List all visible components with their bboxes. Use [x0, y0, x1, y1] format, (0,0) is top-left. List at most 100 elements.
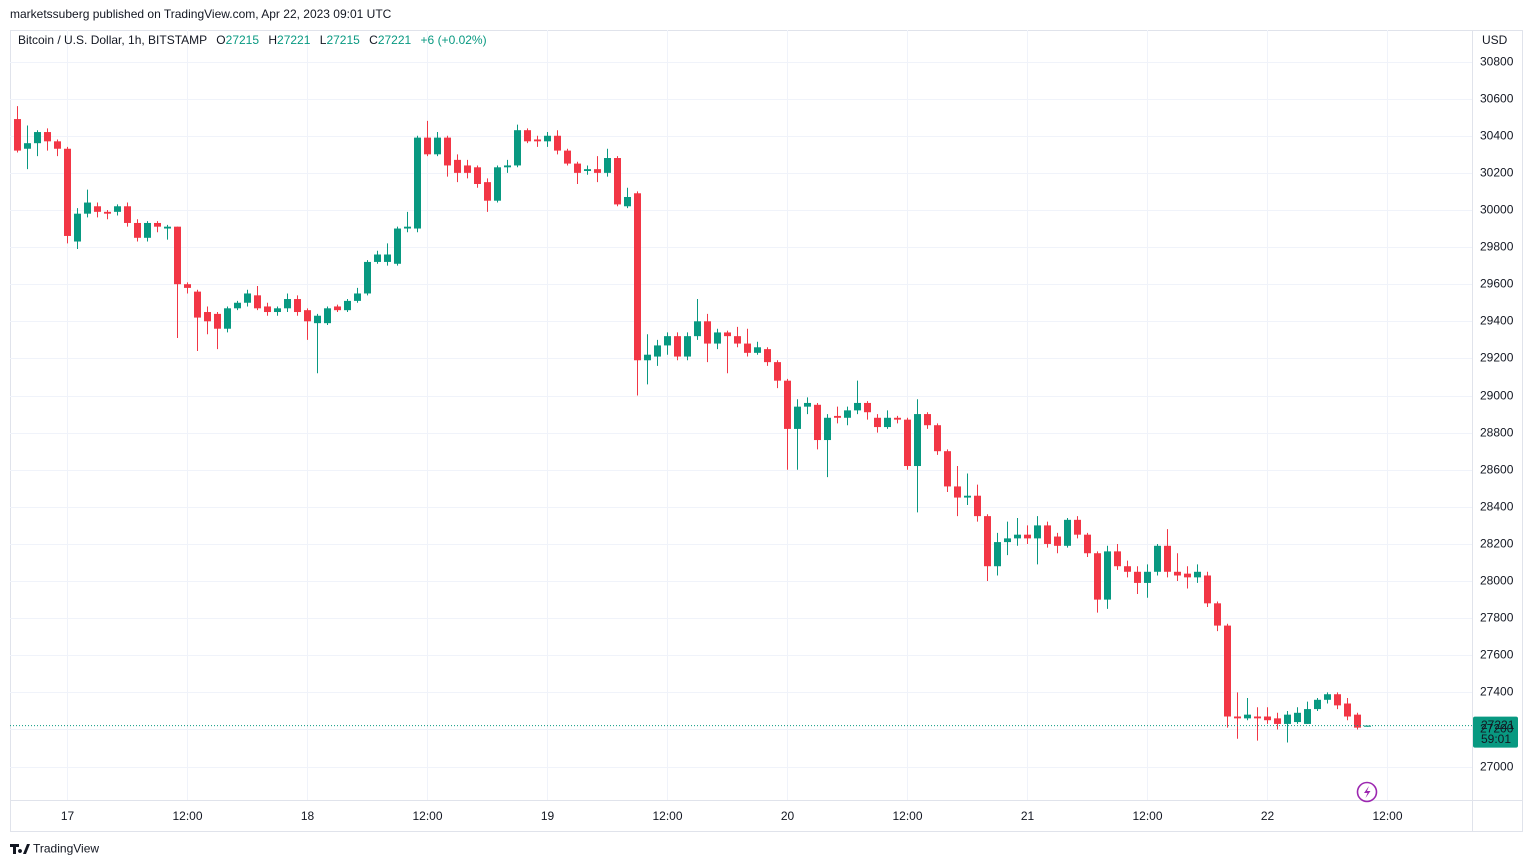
- candle-body: [424, 137, 431, 155]
- candle-body: [354, 293, 361, 301]
- candle-body: [1254, 716, 1261, 719]
- y-tick-label: 28400: [1480, 500, 1514, 514]
- candle-body: [774, 362, 781, 381]
- y-tick-label: 28200: [1480, 537, 1514, 551]
- candle-body: [814, 404, 821, 441]
- candle-body: [1074, 519, 1081, 535]
- candle-body: [34, 132, 41, 144]
- candle-body: [944, 451, 951, 487]
- candle-body: [1154, 545, 1161, 572]
- candle-body: [1354, 714, 1361, 728]
- candle-body: [1004, 538, 1011, 543]
- y-tick-label: 27400: [1480, 685, 1514, 699]
- x-tick-label: 18: [301, 809, 315, 823]
- candle-body: [714, 332, 721, 344]
- candle-body: [834, 415, 841, 418]
- candle-body: [24, 143, 31, 149]
- legend-line: Bitcoin / U.S. Dollar, 1h, BITSTAMP O272…: [18, 33, 487, 47]
- candle-body: [1214, 603, 1221, 626]
- candle-body: [14, 119, 21, 151]
- x-tick-label: 22: [1261, 809, 1275, 823]
- candle-body: [44, 132, 51, 142]
- candle-body: [754, 347, 761, 353]
- y-tick-label: 29600: [1480, 277, 1514, 291]
- candle-body: [94, 206, 101, 212]
- candle-body: [894, 417, 901, 420]
- candle-body: [384, 254, 391, 262]
- candle-body: [394, 228, 401, 264]
- candle-body: [1064, 519, 1071, 546]
- candle-body: [1294, 712, 1301, 723]
- candle-body: [1284, 714, 1291, 724]
- x-tick-label: 20: [781, 809, 795, 823]
- candle-body: [1144, 571, 1151, 583]
- candle-body: [414, 137, 421, 229]
- candle-body: [84, 202, 91, 214]
- candle-body: [604, 158, 611, 173]
- published-note: marketssuberg published on TradingView.c…: [10, 7, 392, 21]
- ohlc-value: 27215: [326, 33, 360, 47]
- candle-body: [864, 402, 871, 413]
- candle-body: [1314, 699, 1321, 710]
- candle-body: [374, 254, 381, 262]
- candle-body: [1164, 545, 1171, 572]
- candle-body: [1304, 709, 1311, 724]
- candle-body: [1334, 694, 1341, 706]
- candle-body: [194, 291, 201, 318]
- candle-body: [654, 345, 661, 357]
- candle-body: [74, 213, 81, 242]
- candle-body: [664, 336, 671, 346]
- candle-body: [954, 486, 961, 498]
- candle-body: [1194, 571, 1201, 578]
- candle-body: [1124, 566, 1131, 572]
- candle-body: [544, 135, 551, 142]
- candle-body: [1264, 716, 1271, 721]
- x-tick-label: 19: [541, 809, 555, 823]
- candle-body: [884, 417, 891, 428]
- candle-body: [1104, 551, 1111, 600]
- countdown-label: 59:01: [1481, 732, 1511, 746]
- candle-body: [1054, 536, 1061, 546]
- candle-body: [484, 182, 491, 201]
- candle-body: [904, 419, 911, 467]
- candle-body: [144, 222, 151, 238]
- candle-body: [474, 167, 481, 184]
- y-tick-label: 27800: [1480, 611, 1514, 625]
- candle-body: [1094, 553, 1101, 600]
- ohlc-label: L: [320, 33, 327, 47]
- y-tick-label: 30600: [1480, 92, 1514, 106]
- x-tick-label: 12:00: [652, 809, 682, 823]
- candle-body: [204, 312, 211, 322]
- candles: [14, 106, 1371, 743]
- y-tick-label: 28600: [1480, 463, 1514, 477]
- x-tick-label: 21: [1021, 809, 1035, 823]
- x-tick-label: 12:00: [412, 809, 442, 823]
- candle-body: [504, 165, 511, 168]
- candle-body: [234, 302, 241, 309]
- candle-body: [824, 417, 831, 441]
- candle-body: [874, 417, 881, 428]
- brand-text: TradingView: [33, 842, 99, 856]
- candle-body: [514, 130, 521, 166]
- candle-body: [314, 315, 321, 324]
- candle-body: [304, 310, 311, 322]
- candle-body: [244, 293, 251, 303]
- candle-body: [1344, 703, 1351, 717]
- candle-body: [1244, 714, 1251, 719]
- candle-body: [264, 306, 271, 313]
- candle-body: [844, 410, 851, 418]
- x-tick-label: 12:00: [1132, 809, 1162, 823]
- candle-body: [564, 150, 571, 164]
- currency-label: USD: [1482, 33, 1508, 47]
- candle-body: [174, 226, 181, 285]
- y-tick-label: 30000: [1480, 203, 1514, 217]
- chart-frame: [10, 30, 1523, 832]
- candle-body: [224, 308, 231, 329]
- candle-body: [1364, 725, 1371, 727]
- candle-body: [1174, 571, 1181, 576]
- candle-body: [804, 402, 811, 407]
- candle-body: [934, 425, 941, 452]
